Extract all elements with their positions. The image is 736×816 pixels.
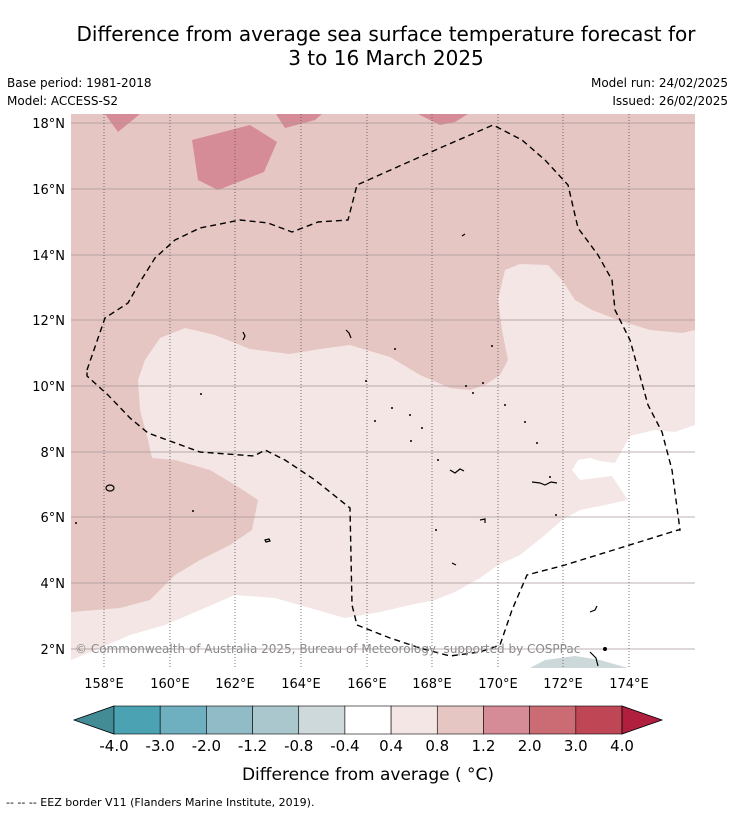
colorbar-segment <box>344 705 392 735</box>
colorbar-tick-label: -0.4 <box>330 737 359 755</box>
reef <box>449 468 465 474</box>
colorbar-tick-label: -0.8 <box>284 737 313 755</box>
colorbar-segment <box>575 705 623 735</box>
eez-legend: -- -- -- EEZ border V11 (Flanders Marine… <box>6 796 315 809</box>
colorbar-arrow-high <box>621 705 664 735</box>
lat-label: 2°N <box>41 643 66 658</box>
anomaly-patch-neg <box>530 656 628 668</box>
colorbar-tick-label: -2.0 <box>192 737 221 755</box>
colorbar-tick-label: -1.2 <box>238 737 267 755</box>
colorbar-segment <box>113 705 161 735</box>
colorbar-segment <box>298 705 346 735</box>
lon-label: 160°E <box>150 677 190 692</box>
meta-left: Base period: 1981-2018 Model: ACCESS-S2 <box>7 74 152 110</box>
lon-label: 170°E <box>478 677 518 692</box>
anomaly-patch-1-2-2-0-d <box>418 114 468 125</box>
reef <box>531 481 558 486</box>
island <box>105 484 115 492</box>
colorbar-arrow-low <box>72 705 115 735</box>
colorbar-tick-labels: -4.0 -3.0 -2.0 -1.2 -0.8 -0.4 0.4 0.8 1.2 2.0 3.0 4… <box>99 737 634 755</box>
lon-label: 166°E <box>347 677 387 692</box>
colorbar-tick-label: -4.0 <box>99 737 128 755</box>
colorbar-tick-label: -3.0 <box>146 737 175 755</box>
lon-label: 174°E <box>609 677 649 692</box>
base-period: Base period: 1981-2018 <box>7 76 152 90</box>
lat-label: 14°N <box>32 249 65 264</box>
colorbar-segment <box>252 705 300 735</box>
colorbar-tick-label: 1.2 <box>472 737 496 755</box>
copyright-text: © Commonwealth of Australia 2025, Bureau… <box>75 642 580 656</box>
lon-label: 162°E <box>215 677 255 692</box>
colorbar-tick-label: 0.4 <box>379 737 403 755</box>
chart-title: Difference from average sea surface temp… <box>0 22 736 70</box>
lon-label: 164°E <box>281 677 321 692</box>
colorbar-segment <box>483 705 530 735</box>
model-run: Model run: 24/02/2025 <box>590 76 728 90</box>
island <box>264 538 271 543</box>
reef <box>479 518 486 523</box>
colorbar-tick-label: 2.0 <box>518 737 542 755</box>
colorbar-segment <box>159 705 207 735</box>
lat-label: 12°N <box>32 314 65 329</box>
lat-label: 16°N <box>32 183 65 198</box>
reef <box>242 331 246 341</box>
title-line-1: Difference from average sea surface temp… <box>76 22 696 46</box>
lat-axis-labels: 18°N 16°N 14°N 12°N 10°N 8°N 6°N 4°N 2°N <box>32 117 65 658</box>
islands <box>105 233 599 667</box>
lat-label: 6°N <box>41 511 66 526</box>
anomaly-patch-1-2-2-0-a <box>192 125 277 190</box>
lat-label: 4°N <box>41 577 66 592</box>
lon-label: 158°E <box>84 677 124 692</box>
reef <box>589 651 599 667</box>
colorbar <box>72 705 664 735</box>
title-line-2: 3 to 16 March 2025 <box>288 46 484 70</box>
anomaly-patch-1-2-2-0-c <box>276 114 322 128</box>
lat-gridlines <box>71 122 695 650</box>
lon-gridlines <box>103 114 630 668</box>
lat-label: 8°N <box>41 446 66 461</box>
lon-label: 168°E <box>412 677 452 692</box>
eez-border <box>86 124 681 657</box>
model-name: Model: ACCESS-S2 <box>7 94 119 108</box>
lat-label: 10°N <box>32 380 65 395</box>
reef <box>461 233 466 237</box>
reef <box>451 562 457 566</box>
anomaly-region-0-8-1-2 <box>71 114 695 612</box>
reef <box>345 329 352 339</box>
colorbar-label: Difference from average ( °C) <box>242 765 494 785</box>
map-plot: © Commonwealth of Australia 2025, Bureau… <box>71 114 695 668</box>
colorbar-segment <box>436 705 484 735</box>
colorbar-segment <box>529 705 577 735</box>
colorbar-tick-label: 4.0 <box>610 737 634 755</box>
lon-label: 172°E <box>543 677 583 692</box>
colorbar-tick-label: 0.8 <box>425 737 449 755</box>
reef <box>589 605 598 613</box>
colorbar-segment <box>206 705 253 735</box>
meta-right: Model run: 24/02/2025 Issued: 26/02/2025 <box>591 74 728 110</box>
colorbar-tick-label: 3.0 <box>564 737 588 755</box>
issued-date: Issued: 26/02/2025 <box>612 94 728 108</box>
lon-axis-labels: 158°E 160°E 162°E 164°E 166°E 168°E 170°… <box>84 677 649 692</box>
islets <box>75 345 607 651</box>
lat-label: 18°N <box>32 117 65 132</box>
colorbar-segment <box>390 705 438 735</box>
